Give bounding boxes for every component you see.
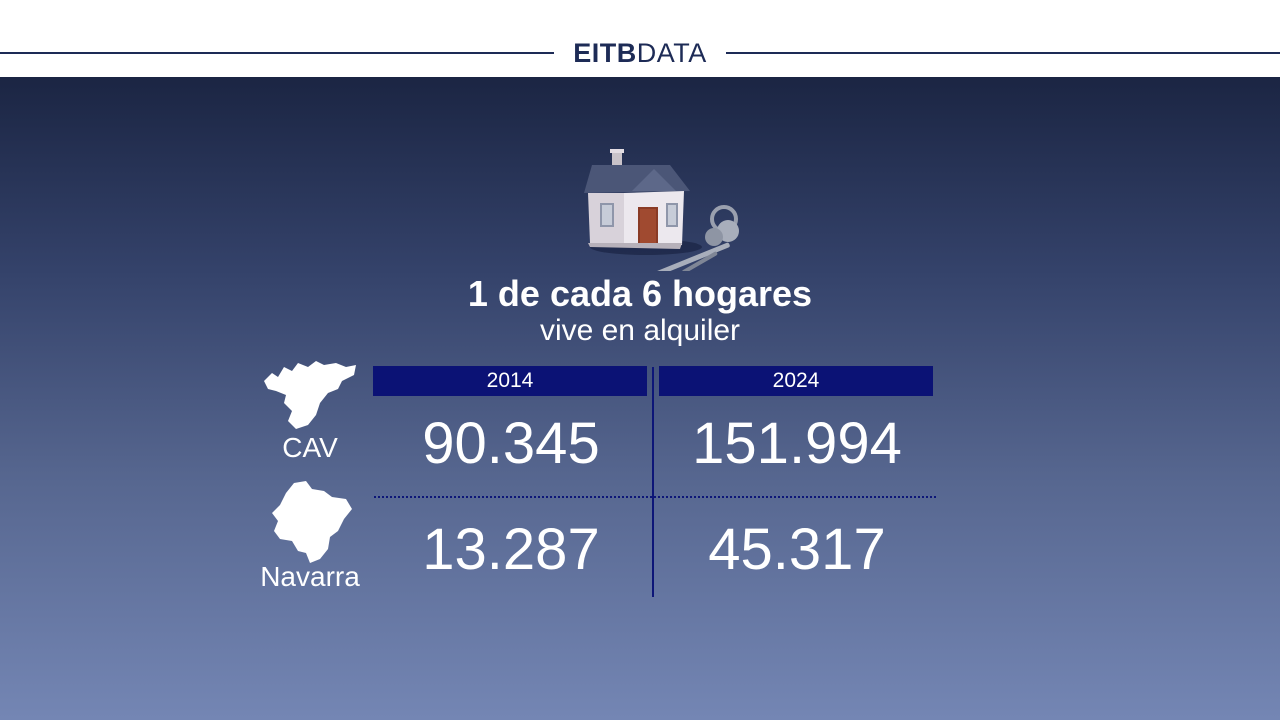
column-header-2014: 2014 [373, 366, 647, 396]
subheadline: vive en alquiler [539, 314, 741, 347]
brand-logo: EITBDATA [556, 38, 724, 68]
value-cav-2024: 151.994 [692, 411, 902, 476]
brand-logo-light: DATA [636, 38, 707, 68]
house-with-keys-icon [584, 149, 739, 271]
region-label-navarra: Navarra [260, 561, 360, 592]
infographic-panel: 1 de cada 6 hogares vive en alquiler 201… [0, 77, 1280, 720]
column-divider [652, 367, 654, 597]
value-navarra-2024: 45.317 [708, 517, 886, 582]
row-divider [374, 496, 936, 498]
value-navarra-2014: 13.287 [422, 517, 600, 582]
brand-logo-bold: EITB [573, 38, 637, 68]
column-header-2024: 2024 [659, 366, 933, 396]
navarra-map-icon [272, 481, 352, 563]
value-cav-2014: 90.345 [422, 411, 600, 476]
cav-map-icon [264, 361, 356, 429]
header-rule-left [0, 52, 554, 54]
headline: 1 de cada 6 hogares [467, 273, 813, 314]
region-label-cav: CAV [282, 432, 338, 463]
header-rule-right [726, 52, 1280, 54]
header-bar: EITBDATA [0, 0, 1280, 77]
